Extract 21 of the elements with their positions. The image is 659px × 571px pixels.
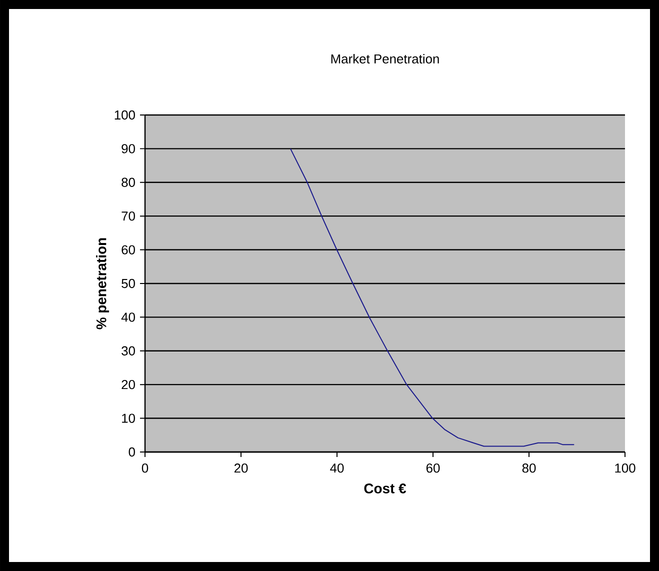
x-tick-label: 100	[615, 464, 636, 473]
chart-title: Market Penetration	[331, 54, 439, 64]
x-axis-title: Cost €	[364, 484, 406, 494]
x-tick-label: 0	[142, 464, 148, 473]
y-tick-label: 0	[128, 447, 135, 457]
y-axis-title: % penetration	[96, 238, 110, 330]
y-tick-label: 20	[122, 380, 135, 390]
y-tick-label: 40	[121, 312, 135, 322]
y-tick-label: 100	[114, 110, 135, 120]
y-tick-label: 70	[122, 211, 135, 221]
line-series	[290, 148, 575, 447]
y-tick-label: 90	[122, 144, 135, 154]
y-tick-label: 50	[122, 278, 135, 288]
y-tick-label: 30	[122, 346, 135, 356]
y-tick-label: 80	[122, 178, 135, 187]
x-tick-label: 40	[330, 464, 344, 473]
x-tick-label: 60	[426, 464, 440, 473]
y-tick-label: 10	[122, 414, 135, 423]
x-tick-label: 80	[522, 464, 536, 473]
x-tick-label: 20	[234, 464, 248, 473]
y-tick-label: 60	[122, 245, 135, 254]
